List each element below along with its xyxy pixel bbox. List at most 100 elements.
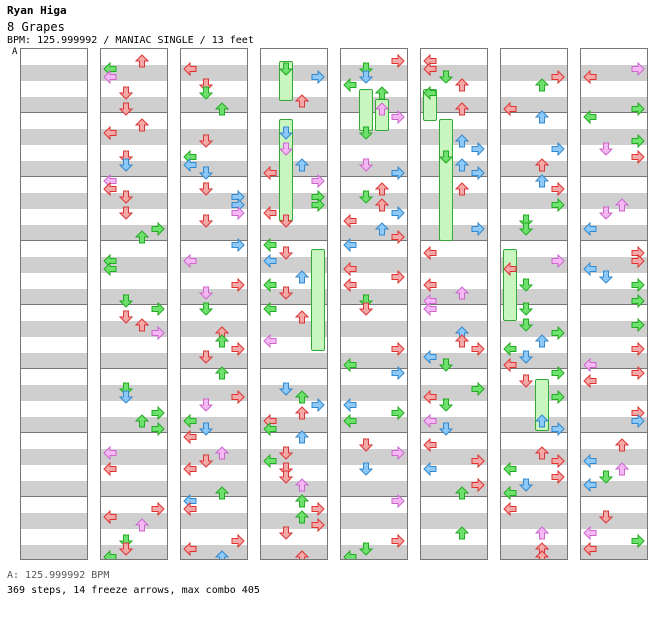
step-arrow-icon <box>391 109 405 125</box>
step-arrow-icon <box>103 445 117 461</box>
step-arrow-icon <box>198 285 214 300</box>
step-arrow-icon <box>358 69 374 84</box>
measure-line <box>421 432 487 433</box>
step-arrow-icon <box>391 341 405 357</box>
step-arrow-icon <box>294 509 310 524</box>
measure-line <box>581 368 647 369</box>
measure-line <box>261 496 327 497</box>
step-arrow-icon <box>343 261 357 277</box>
step-arrow-icon <box>134 413 150 428</box>
step-arrow-icon <box>503 341 517 357</box>
step-arrow-icon <box>534 445 550 460</box>
step-arrow-icon <box>134 229 150 244</box>
chart-column <box>100 48 168 560</box>
bpm-summary: A: 125.999992 BPM <box>7 570 110 581</box>
step-arrow-icon <box>118 309 134 324</box>
measure-line <box>341 112 407 113</box>
measure-line <box>341 368 407 369</box>
step-arrow-icon <box>423 461 437 477</box>
step-arrow-icon <box>183 501 197 517</box>
step-arrow-icon <box>311 173 325 189</box>
measure-line <box>341 304 407 305</box>
freeze-arrow <box>503 249 517 321</box>
step-arrow-icon <box>151 421 165 437</box>
measure-line <box>581 112 647 113</box>
step-arrow-icon <box>583 477 597 493</box>
measure-line <box>261 368 327 369</box>
step-arrow-icon <box>454 133 470 148</box>
chart-column <box>260 48 328 560</box>
step-arrow-icon <box>118 541 134 556</box>
chart-column <box>340 48 408 560</box>
step-arrow-icon <box>198 301 214 316</box>
step-arrow-icon <box>631 101 645 117</box>
measure-line <box>21 240 87 241</box>
measure-line <box>181 240 247 241</box>
step-arrow-icon <box>598 205 614 220</box>
step-arrow-icon <box>614 437 630 452</box>
step-arrow-icon <box>103 69 117 85</box>
measure-line <box>181 496 247 497</box>
step-arrow-icon <box>631 277 645 293</box>
step-arrow-icon <box>391 229 405 245</box>
step-arrow-icon <box>294 477 310 492</box>
step-arrow-icon <box>134 317 150 332</box>
step-arrow-icon <box>598 469 614 484</box>
step-arrow-icon <box>423 85 437 101</box>
step-arrow-icon <box>631 149 645 165</box>
step-arrow-icon <box>423 349 437 365</box>
step-arrow-icon <box>534 157 550 172</box>
step-arrow-icon <box>278 141 294 156</box>
step-arrow-icon <box>343 77 357 93</box>
step-arrow-icon <box>391 269 405 285</box>
measure-line <box>261 112 327 113</box>
step-arrow-icon <box>358 125 374 140</box>
freeze-arrow <box>311 249 325 351</box>
step-arrow-icon <box>311 69 325 85</box>
measure-line <box>261 176 327 177</box>
step-arrow-icon <box>551 389 565 405</box>
step-arrow-icon <box>374 181 390 196</box>
step-arrow-icon <box>214 485 230 500</box>
chart-column <box>20 48 88 560</box>
step-arrow-icon <box>263 165 277 181</box>
measure-line <box>581 176 647 177</box>
step-arrow-icon <box>198 421 214 436</box>
step-arrow-icon <box>118 101 134 116</box>
step-arrow-icon <box>231 389 245 405</box>
step-arrow-icon <box>423 61 437 77</box>
step-arrow-icon <box>423 277 437 293</box>
step-arrow-icon <box>551 69 565 85</box>
step-arrow-icon <box>631 365 645 381</box>
step-arrow-icon <box>438 149 454 164</box>
step-arrow-icon <box>358 461 374 476</box>
step-arrow-icon <box>343 237 357 253</box>
step-arrow-icon <box>311 397 325 413</box>
step-arrow-icon <box>183 253 197 269</box>
step-arrow-icon <box>103 181 117 197</box>
step-arrow-icon <box>198 85 214 100</box>
chart-column <box>500 48 568 560</box>
step-arrow-icon <box>134 53 150 68</box>
step-arrow-icon <box>471 221 485 237</box>
step-arrow-icon <box>471 341 485 357</box>
step-arrow-icon <box>358 157 374 172</box>
step-arrow-icon <box>151 221 165 237</box>
step-arrow-icon <box>214 365 230 380</box>
step-arrow-icon <box>278 125 294 140</box>
measure-line <box>421 496 487 497</box>
step-arrow-icon <box>518 221 534 236</box>
chart-column <box>420 48 488 560</box>
step-arrow-icon <box>198 165 214 180</box>
step-arrow-icon <box>423 413 437 429</box>
step-arrow-icon <box>358 301 374 316</box>
step-arrow-icon <box>214 549 230 559</box>
measure-line <box>341 432 407 433</box>
step-arrow-icon <box>118 189 134 204</box>
measure-line <box>501 304 567 305</box>
measure-line <box>181 176 247 177</box>
step-arrow-icon <box>551 469 565 485</box>
measure-line <box>581 304 647 305</box>
step-arrow-icon <box>471 381 485 397</box>
step-arrow-icon <box>358 437 374 452</box>
